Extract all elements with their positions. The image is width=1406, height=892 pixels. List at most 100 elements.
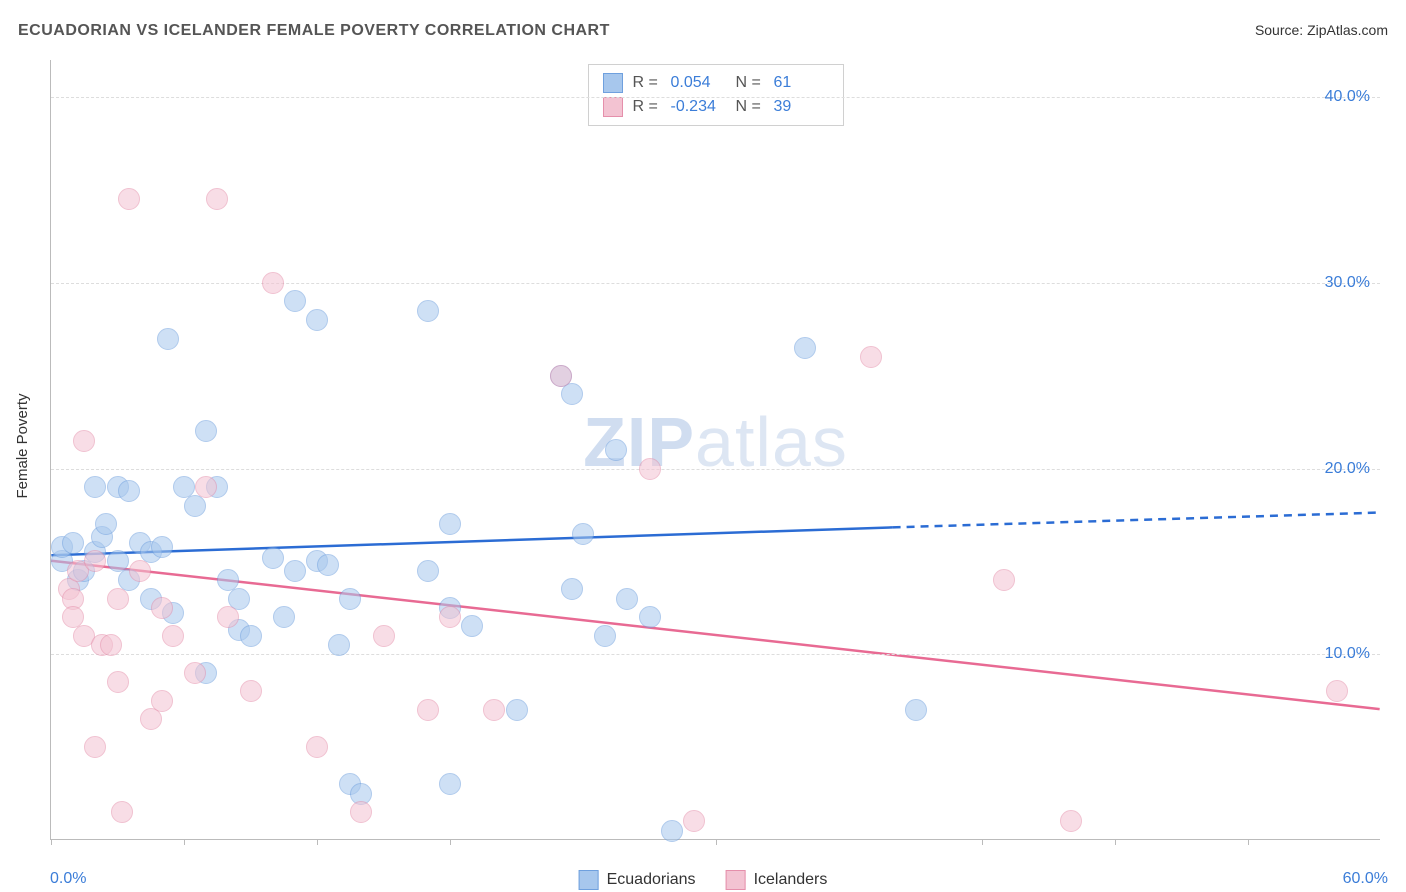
x-tick [317,839,318,845]
point-ecuadorians [417,300,439,322]
x-tick [450,839,451,845]
x-tick [1248,839,1249,845]
legend-label-icelanders: Icelanders [754,871,828,889]
n-value-icelanders: 39 [774,98,829,116]
correlation-legend: R = 0.054 N = 61 R = -0.234 N = 39 [588,64,844,126]
x-tick [716,839,717,845]
point-icelanders [417,699,439,721]
legend-item-ecuadorians: Ecuadorians [579,870,696,890]
x-tick [51,839,52,845]
point-icelanders [151,690,173,712]
gridline [51,283,1380,284]
swatch-ecuadorians [603,73,623,93]
point-icelanders [550,365,572,387]
swatch-ecuadorians [579,870,599,890]
point-ecuadorians [184,495,206,517]
source-attribution: Source: ZipAtlas.com [1255,22,1388,38]
gridline [51,469,1380,470]
plot-area: ZIPatlas R = 0.054 N = 61 R = -0.234 N =… [50,60,1380,840]
point-icelanders [111,801,133,823]
swatch-icelanders [726,870,746,890]
y-tick-label: 40.0% [1325,88,1370,106]
point-ecuadorians [439,513,461,535]
n-label: N = [736,74,764,92]
point-icelanders [184,662,206,684]
point-icelanders [129,560,151,582]
point-ecuadorians [157,328,179,350]
r-value-ecuadorians: 0.054 [671,74,726,92]
point-ecuadorians [95,513,117,535]
point-ecuadorians [151,536,173,558]
point-icelanders [73,430,95,452]
y-tick-label: 10.0% [1325,645,1370,663]
n-label: N = [736,98,764,116]
gridline [51,654,1380,655]
point-ecuadorians [905,699,927,721]
point-icelanders [107,671,129,693]
point-icelanders [993,569,1015,591]
point-ecuadorians [62,532,84,554]
legend-item-icelanders: Icelanders [726,870,828,890]
point-ecuadorians [306,309,328,331]
point-ecuadorians [284,560,306,582]
point-icelanders [483,699,505,721]
point-icelanders [373,625,395,647]
point-icelanders [439,606,461,628]
series-legend: Ecuadorians Icelanders [579,870,828,890]
point-ecuadorians [639,606,661,628]
legend-label-ecuadorians: Ecuadorians [607,871,696,889]
point-ecuadorians [84,476,106,498]
point-icelanders [162,625,184,647]
point-ecuadorians [661,820,683,842]
y-axis-title: Female Poverty [14,393,31,498]
point-icelanders [151,597,173,619]
legend-row-icelanders: R = -0.234 N = 39 [603,95,829,119]
point-ecuadorians [417,560,439,582]
r-label: R = [633,74,661,92]
point-ecuadorians [195,420,217,442]
point-icelanders [240,680,262,702]
point-icelanders [195,476,217,498]
point-ecuadorians [317,554,339,576]
n-value-ecuadorians: 61 [774,74,829,92]
x-tick [184,839,185,845]
point-icelanders [860,346,882,368]
point-icelanders [100,634,122,656]
y-tick-label: 20.0% [1325,460,1370,478]
chart-title: ECUADORIAN VS ICELANDER FEMALE POVERTY C… [18,22,610,40]
r-value-icelanders: -0.234 [671,98,726,116]
point-ecuadorians [240,625,262,647]
point-ecuadorians [506,699,528,721]
regression-line-ecuadorians [51,527,892,555]
point-icelanders [350,801,372,823]
point-icelanders [118,188,140,210]
point-ecuadorians [439,773,461,795]
y-tick-label: 30.0% [1325,274,1370,292]
regression-lines-svg [51,60,1380,839]
point-icelanders [639,458,661,480]
x-tick [1115,839,1116,845]
point-icelanders [306,736,328,758]
point-icelanders [217,606,239,628]
point-ecuadorians [273,606,295,628]
point-ecuadorians [262,547,284,569]
point-icelanders [262,272,284,294]
point-icelanders [1060,810,1082,832]
point-ecuadorians [594,625,616,647]
point-icelanders [140,708,162,730]
point-ecuadorians [461,615,483,637]
point-ecuadorians [572,523,594,545]
legend-row-ecuadorians: R = 0.054 N = 61 [603,71,829,95]
point-ecuadorians [561,383,583,405]
point-ecuadorians [284,290,306,312]
point-ecuadorians [605,439,627,461]
r-label: R = [633,98,661,116]
point-icelanders [84,736,106,758]
chart-container: ECUADORIAN VS ICELANDER FEMALE POVERTY C… [0,0,1406,892]
point-ecuadorians [794,337,816,359]
point-ecuadorians [118,480,140,502]
swatch-icelanders [603,97,623,117]
point-ecuadorians [561,578,583,600]
point-icelanders [84,550,106,572]
regression-line-ecuadorians-dashed [893,513,1380,528]
